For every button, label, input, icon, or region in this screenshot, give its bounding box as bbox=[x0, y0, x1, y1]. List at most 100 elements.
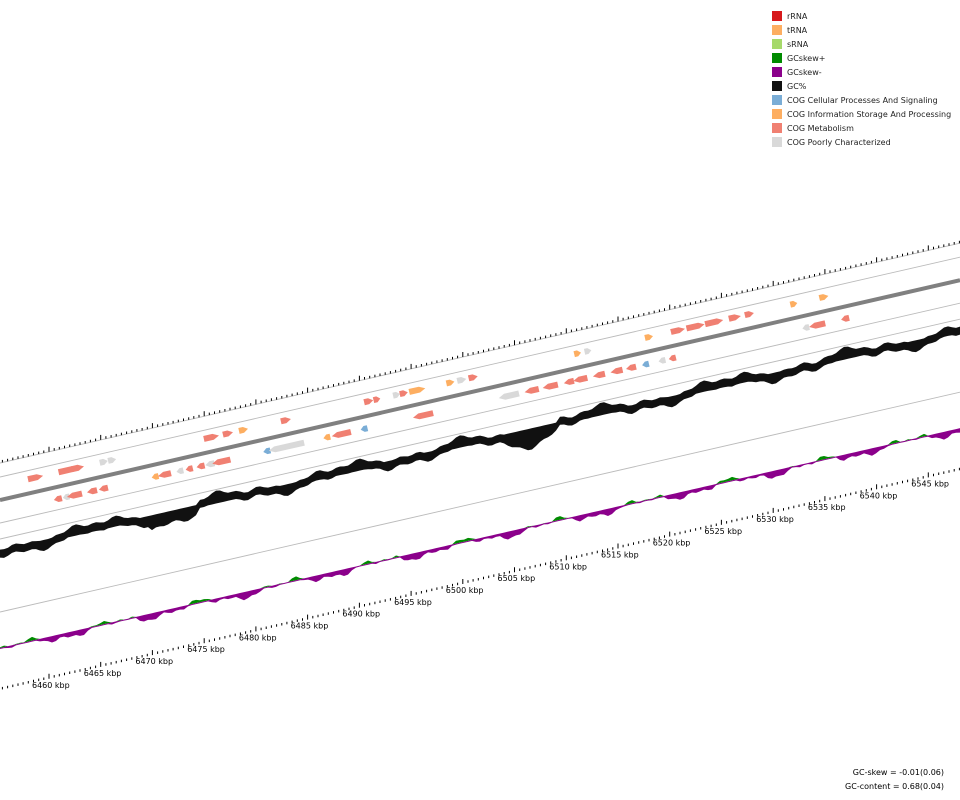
gc-skew-track bbox=[0, 428, 960, 649]
reverse-cds-arrow bbox=[668, 354, 677, 362]
legend-label: COG Poorly Characterized bbox=[787, 137, 891, 147]
forward-cds-arrow bbox=[392, 391, 401, 399]
forward-cds-arrow bbox=[71, 464, 84, 473]
legend-item-cog-metabolism: COG Metabolism bbox=[772, 121, 951, 135]
position-label: 6505 kbp bbox=[498, 574, 536, 583]
forward-cds-arrow bbox=[728, 314, 741, 322]
reverse-cds-arrow bbox=[563, 377, 575, 385]
forward-cds-arrow bbox=[399, 390, 408, 397]
forward-cds-arrow bbox=[670, 327, 685, 335]
genome-stats: GC-skew = -0.01(0.06) GC-content = 0.68(… bbox=[845, 766, 944, 794]
legend-item-cog-information: COG Information Storage And Processing bbox=[772, 107, 951, 121]
reverse-cds-arrow bbox=[157, 470, 172, 478]
legend-label: COG Information Storage And Processing bbox=[787, 109, 952, 119]
genome-backbone bbox=[0, 278, 960, 502]
position-label: 6475 kbp bbox=[187, 645, 225, 654]
forward-cds-arrow bbox=[789, 300, 798, 308]
legend-label: tRNA bbox=[787, 25, 808, 35]
legend-swatch bbox=[772, 67, 782, 77]
legend-item-srna: sRNA bbox=[772, 37, 951, 51]
reverse-cds-arrow bbox=[498, 390, 520, 400]
reverse-cds-arrow bbox=[658, 357, 667, 364]
forward-cds-arrow bbox=[27, 474, 44, 483]
legend-item-trna: tRNA bbox=[772, 23, 951, 37]
reverse-cds-arrow bbox=[331, 429, 352, 438]
position-label: 6520 kbp bbox=[653, 539, 691, 548]
reverse-cds-arrow bbox=[573, 374, 588, 383]
position-labels: 6460 kbp 6465 kbp 6470 kbp 6475 kbp 6480 kbp… bbox=[32, 479, 949, 689]
legend-swatch bbox=[772, 81, 782, 91]
forward-cds-arrow bbox=[744, 311, 754, 318]
forward-cds-arrow bbox=[445, 379, 455, 387]
track-guide-lines bbox=[0, 242, 960, 613]
reverse-cds-arrow bbox=[323, 433, 331, 441]
reverse-cds-arrow bbox=[212, 456, 232, 466]
legend-swatch bbox=[772, 25, 782, 35]
inner-tick-ruler bbox=[1, 467, 960, 690]
reverse-cds-arrow bbox=[841, 314, 850, 322]
legend-label: rRNA bbox=[787, 11, 808, 21]
legend-label: COG Cellular Processes And Signaling bbox=[787, 95, 938, 105]
legend-swatch bbox=[772, 123, 782, 133]
gc-content-signal bbox=[0, 326, 960, 558]
gc-skew-negative bbox=[0, 428, 960, 649]
forward-cds-arrow bbox=[583, 348, 592, 355]
position-label: 6490 kbp bbox=[342, 610, 380, 619]
position-label: 6530 kbp bbox=[756, 515, 794, 524]
reverse-cds-arrow bbox=[196, 462, 206, 470]
reverse-cds-arrow bbox=[809, 320, 826, 329]
outer-tick-ruler bbox=[1, 240, 960, 463]
position-label: 6465 kbp bbox=[84, 669, 122, 678]
legend-swatch bbox=[772, 95, 782, 105]
position-label: 6540 kbp bbox=[860, 491, 898, 500]
reverse-cds-arrow bbox=[413, 410, 434, 420]
reverse-cds-arrow bbox=[360, 425, 369, 432]
forward-cds-arrow bbox=[573, 350, 581, 358]
legend-item-gcskew-minus: GCskew- bbox=[772, 65, 951, 79]
legend-item-cog-poorly-characterized: COG Poorly Characterized bbox=[772, 135, 951, 149]
reverse-cds-arrow bbox=[151, 473, 160, 480]
position-label: 6470 kbp bbox=[135, 657, 173, 666]
legend-item-gcskew-plus: GCskew+ bbox=[772, 51, 951, 65]
position-label: 6500 kbp bbox=[446, 586, 484, 595]
legend-label: GC% bbox=[787, 81, 807, 91]
forward-cds-arrow bbox=[222, 430, 233, 438]
reverse-cds-arrow bbox=[62, 493, 71, 501]
reverse-cds-arrow bbox=[263, 447, 272, 455]
forward-cds-arrow bbox=[644, 334, 653, 341]
legend: rRNA tRNA sRNA GCskew+ GCskew- GC% COG C… bbox=[772, 9, 951, 149]
reverse-cds-arrow bbox=[98, 484, 109, 492]
position-label: 6545 kbp bbox=[911, 479, 949, 488]
forward-cds-arrow bbox=[280, 417, 291, 425]
legend-swatch bbox=[772, 39, 782, 49]
forward-cds-arrow bbox=[704, 318, 724, 328]
position-label: 6495 kbp bbox=[394, 598, 432, 607]
legend-item-cog-cellular: COG Cellular Processes And Signaling bbox=[772, 93, 951, 107]
legend-label: COG Metabolism bbox=[787, 123, 854, 133]
forward-cds-arrow bbox=[685, 322, 705, 332]
gc-content-stat: GC-content = 0.68(0.04) bbox=[845, 782, 944, 791]
reverse-cds-arrow bbox=[610, 366, 624, 375]
position-label: 6510 kbp bbox=[549, 562, 587, 571]
track-line bbox=[0, 318, 960, 540]
gc-content-track bbox=[0, 326, 960, 558]
gc-skew-stat: GC-skew = -0.01(0.06) bbox=[852, 768, 944, 777]
legend-swatch bbox=[772, 109, 782, 119]
position-label: 6515 kbp bbox=[601, 551, 639, 560]
reverse-cds-arrow bbox=[268, 439, 305, 453]
legend-label: sRNA bbox=[787, 39, 809, 49]
reverse-cds-arrow bbox=[176, 467, 184, 474]
legend-label: GCskew- bbox=[787, 67, 822, 77]
reverse-cds-arrow bbox=[185, 465, 194, 472]
forward-cds-arrow bbox=[467, 374, 478, 382]
reverse-cds-arrow bbox=[542, 381, 559, 390]
position-label: 6480 kbp bbox=[239, 633, 277, 642]
forward-cds-arrow bbox=[818, 294, 829, 301]
reverse-cds-arrow bbox=[642, 360, 650, 368]
legend-swatch bbox=[772, 137, 782, 147]
forward-cds-arrow bbox=[203, 433, 219, 442]
reverse-cds-arrow bbox=[66, 490, 83, 499]
track-line bbox=[0, 256, 960, 478]
legend-swatch bbox=[772, 53, 782, 63]
